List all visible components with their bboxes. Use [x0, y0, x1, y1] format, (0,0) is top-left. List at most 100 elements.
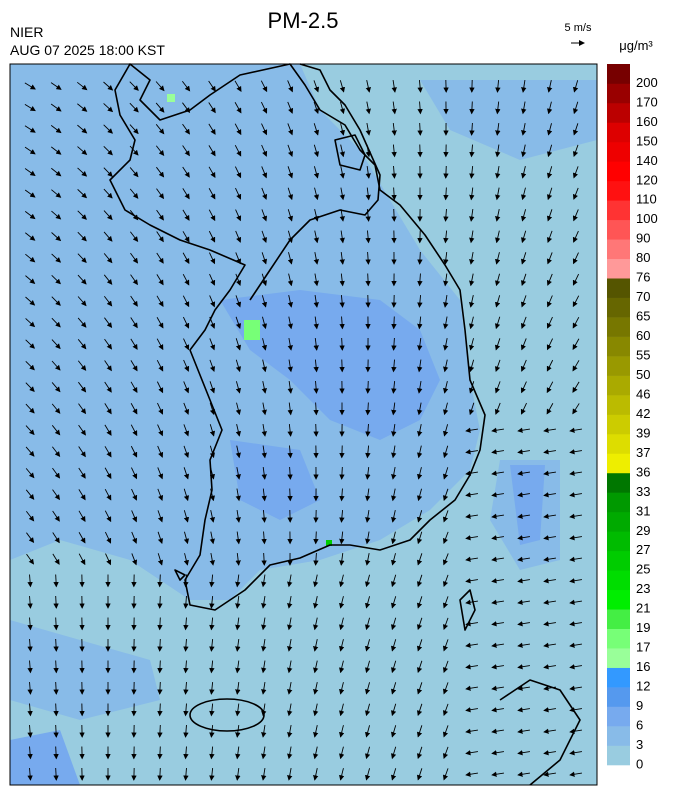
wind-arrow: [56, 747, 57, 759]
colorbar-segment: [607, 492, 630, 512]
wind-arrow: [316, 424, 317, 436]
wind-arrow: [160, 725, 161, 737]
colorbar-label: 140: [636, 153, 658, 168]
agency: NIER: [10, 24, 43, 40]
wind-arrow: [368, 274, 369, 286]
colorbar-segment: [607, 142, 630, 162]
colorbar-segment: [607, 648, 630, 668]
colorbar-segment: [607, 181, 630, 201]
wind-arrow: [472, 102, 473, 114]
colorbar-label: 160: [636, 114, 658, 129]
colorbar-label: 90: [636, 231, 650, 246]
colorbar-segment: [607, 200, 630, 220]
title: PM-2.5: [268, 8, 339, 33]
colorbar-label: 55: [636, 348, 650, 363]
wind-arrow: [290, 489, 291, 501]
colorbar-label: 16: [636, 659, 650, 674]
colorbar-segment: [607, 746, 630, 766]
hotspot: [167, 94, 175, 102]
colorbar-label: 25: [636, 562, 650, 577]
colorbar-label: 37: [636, 445, 650, 460]
colorbar-segment: [607, 298, 630, 318]
wind-arrow: [368, 381, 369, 393]
wind-arrow: [56, 596, 57, 608]
colorbar-label: 70: [636, 289, 650, 304]
colorbar-segment: [607, 376, 630, 396]
colorbar-segment: [607, 122, 630, 142]
colorbar-label: 27: [636, 542, 650, 557]
wind-arrow: [56, 639, 57, 651]
colorbar-segment: [607, 629, 630, 649]
wind-arrow: [160, 682, 161, 694]
colorbar-label: 17: [636, 640, 650, 655]
wind-arrow: [394, 209, 395, 221]
colorbar-segment: [607, 278, 630, 298]
colorbar-label: 31: [636, 503, 650, 518]
colorbar-label: 36: [636, 464, 650, 479]
colorbar-label: 6: [636, 717, 643, 732]
colorbar-label: 3: [636, 737, 643, 752]
colorbar-segment: [607, 395, 630, 415]
wind-arrow: [160, 768, 161, 780]
colorbar-segment: [607, 64, 630, 84]
colorbar-segment: [607, 590, 630, 610]
colorbar-label: 46: [636, 386, 650, 401]
colorbar-label: 110: [636, 192, 657, 207]
wind-arrow: [56, 661, 57, 673]
colorbar-label: 170: [636, 94, 658, 109]
colorbar-segment: [607, 259, 630, 279]
wind-arrow: [316, 532, 317, 544]
wind-arrow: [56, 682, 57, 694]
colorbar-label: 23: [636, 581, 650, 596]
colorbar-segment: [607, 83, 630, 103]
colorbar-segment: [607, 531, 630, 551]
colorbar-segment: [607, 473, 630, 493]
colorbar-label: 29: [636, 523, 650, 538]
colorbar-segment: [607, 551, 630, 571]
colorbar-segment: [607, 512, 630, 532]
wind-arrow: [160, 596, 161, 608]
colorbar-segment: [607, 220, 630, 240]
wind-arrow: [160, 747, 161, 759]
colorbar-label: 33: [636, 484, 650, 499]
colorbar-segment: [607, 239, 630, 259]
colorbar-label: 120: [636, 172, 658, 187]
hotspot: [244, 320, 260, 340]
wind-scale-label: 5 m/s: [565, 22, 592, 34]
colorbar-segment: [607, 103, 630, 123]
colorbar-label: 150: [636, 133, 658, 148]
wind-arrow: [160, 704, 161, 716]
wind-arrow: [56, 704, 57, 716]
colorbar-segment: [607, 317, 630, 337]
colorbar-segment: [607, 434, 630, 454]
wind-arrow: [56, 618, 57, 630]
colorbar-label: 21: [636, 601, 650, 616]
wind-arrow: [160, 639, 161, 651]
colorbar-label: 65: [636, 309, 650, 324]
wind-arrow: [446, 166, 447, 178]
colorbar: 0369121617192123252729313336373942465055…: [607, 64, 658, 771]
colorbar-label: 39: [636, 425, 650, 440]
wind-arrow: [160, 618, 161, 630]
colorbar-label: 0: [636, 756, 643, 771]
colorbar-segment: [607, 668, 630, 688]
colorbar-segment: [607, 337, 630, 357]
colorbar-label: 80: [636, 250, 650, 265]
wind-arrow: [394, 317, 395, 329]
colorbar-segment: [607, 161, 630, 181]
colorbar-segment: [607, 453, 630, 473]
colorbar-segment: [607, 707, 630, 727]
colorbar-label: 19: [636, 620, 650, 635]
colorbar-label: 60: [636, 328, 650, 343]
colorbar-segment: [607, 415, 630, 435]
colorbar-label: 12: [636, 679, 650, 694]
colorbar-label: 200: [636, 75, 658, 90]
colorbar-unit: μg/m³: [619, 38, 653, 53]
wind-arrow: [56, 575, 57, 587]
wind-arrow: [160, 575, 161, 587]
colorbar-label: 50: [636, 367, 650, 382]
colorbar-segment: [607, 570, 630, 590]
wind-arrow: [160, 661, 161, 673]
colorbar-label: 42: [636, 406, 650, 421]
